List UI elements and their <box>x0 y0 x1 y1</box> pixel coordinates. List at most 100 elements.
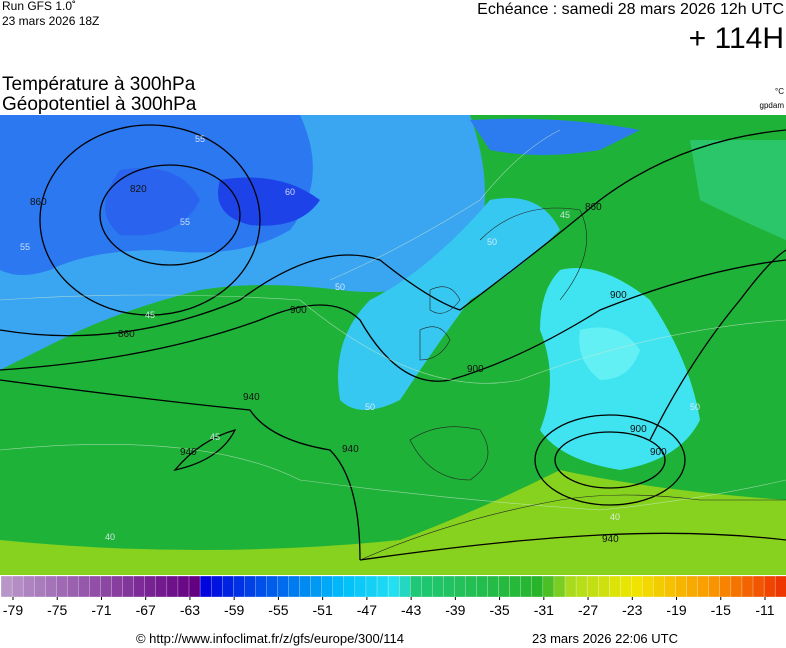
colorbar-cell <box>410 575 422 598</box>
colorbar-tick-label: -47 <box>357 602 377 618</box>
map: 820 860 860 900 900 940 940 900 860 900 940 900 940 5… <box>0 115 786 575</box>
colorbar-cell <box>598 575 610 598</box>
contour-label: 900 <box>630 424 647 435</box>
colorbar-cell <box>520 575 533 598</box>
colorbar-cell <box>631 575 643 598</box>
temperature-label: 45 <box>210 432 220 442</box>
colorbar-cell <box>774 575 786 598</box>
colorbar-cell <box>222 575 234 598</box>
colorbar-tick-label: -11 <box>755 602 774 618</box>
colorbar-cell <box>255 575 267 598</box>
colorbar-cell <box>67 575 79 598</box>
colorbar-cell <box>498 575 511 598</box>
colorbar-tick-label: -23 <box>622 602 642 618</box>
colorbar-cell <box>575 575 588 598</box>
colorbar-cell <box>321 575 334 598</box>
colorbar-cell <box>144 575 157 598</box>
colorbar-tick-label: -27 <box>578 602 598 618</box>
colorbar: -79 -75 -71 -67 -63 -59 -55 -51 -47 -43 -39 -35 -31 -… <box>0 575 786 618</box>
colorbar-tick-label: -55 <box>268 602 288 618</box>
temperature-label: 50 <box>690 402 700 412</box>
colorbar-cell <box>0 575 13 598</box>
colorbar-cell <box>642 575 654 598</box>
colorbar-cell <box>387 575 400 598</box>
colorbar-tick-label: -31 <box>534 602 554 618</box>
colorbar-cell <box>686 575 699 598</box>
colorbar-cell <box>111 575 124 598</box>
unit-temp: °C <box>775 87 784 96</box>
colorbar-cell <box>719 575 732 598</box>
contour-label: 860 <box>118 329 135 340</box>
colorbar-cell <box>421 575 433 598</box>
colorbar-tick-label: -15 <box>711 602 731 618</box>
contour-label: 900 <box>610 290 627 301</box>
contour-label: 900 <box>650 447 667 458</box>
colorbar-cell <box>133 575 146 598</box>
colorbar-cell <box>365 575 378 598</box>
temperature-label: 55 <box>195 134 205 144</box>
colorbar-cell <box>122 575 135 598</box>
colorbar-cell <box>100 575 113 598</box>
colorbar-cell <box>465 575 477 598</box>
colorbar-cell <box>752 575 765 598</box>
colorbar-cell <box>509 575 522 598</box>
colorbar-cell <box>244 575 256 598</box>
contour-label: 820 <box>130 184 147 195</box>
colorbar-tick-label: -75 <box>47 602 67 618</box>
colorbar-cell <box>354 575 367 598</box>
colorbar-tick-label: -71 <box>91 602 111 618</box>
colorbar-cell <box>432 575 444 598</box>
colorbar-cell <box>609 575 621 598</box>
colorbar-cell <box>299 575 312 598</box>
colorbar-cell <box>155 575 168 598</box>
colorbar-tick-label: -43 <box>401 602 421 618</box>
colorbar-cell <box>188 575 201 598</box>
colorbar-cell <box>664 575 677 598</box>
colorbar-cell <box>697 575 710 598</box>
temperature-label: 55 <box>180 217 190 227</box>
contour-label: 900 <box>290 305 307 316</box>
run-label: Run GFS 1.0˚ <box>2 0 76 13</box>
contour-label: 900 <box>467 364 484 375</box>
colorbar-tick-label: -79 <box>3 602 23 618</box>
colorbar-cell <box>443 575 455 598</box>
colorbar-cell <box>564 575 577 598</box>
colorbar-tick-label: -39 <box>445 602 465 618</box>
colorbar-cell <box>398 575 411 598</box>
colorbar-cell <box>288 575 301 598</box>
lead-time: + 114H <box>689 22 784 55</box>
colorbar-cell <box>89 575 101 598</box>
colorbar-cell <box>199 575 212 598</box>
colorbar-cell <box>332 575 345 598</box>
title-temp: Température à 300hPa <box>2 74 196 95</box>
colorbar-tick-label: -51 <box>313 602 333 618</box>
colorbar-cell <box>233 575 245 598</box>
colorbar-cell <box>620 575 632 598</box>
colorbar-tick-label: -59 <box>224 602 244 618</box>
echeance: Echéance : samedi 28 mars 2026 12h UTC <box>477 1 784 18</box>
colorbar-cell <box>454 575 466 598</box>
colorbar-cell <box>11 575 24 598</box>
temperature-label: 50 <box>487 237 497 247</box>
colorbar-cell <box>476 575 489 598</box>
colorbar-cell <box>56 575 68 598</box>
colorbar-cell <box>277 575 289 598</box>
colorbar-cell <box>310 575 323 598</box>
colorbar-cell <box>675 575 688 598</box>
temperature-label: 55 <box>20 242 30 252</box>
contour-label: 940 <box>180 447 197 458</box>
colorbar-cell <box>343 575 356 598</box>
colorbar-tick-label: -67 <box>136 602 156 618</box>
colorbar-tick-label: -35 <box>489 602 509 618</box>
colorbar-cell <box>266 575 278 598</box>
colorbar-cell <box>553 575 566 598</box>
colorbar-cell <box>653 575 665 598</box>
colorbar-cell <box>531 575 544 598</box>
temperature-label: 45 <box>560 210 570 220</box>
contour-label: 860 <box>585 202 602 213</box>
colorbar-cell <box>763 575 776 598</box>
colorbar-cell <box>487 575 500 598</box>
contour-label: 940 <box>342 444 359 455</box>
colorbar-cell <box>542 575 555 598</box>
